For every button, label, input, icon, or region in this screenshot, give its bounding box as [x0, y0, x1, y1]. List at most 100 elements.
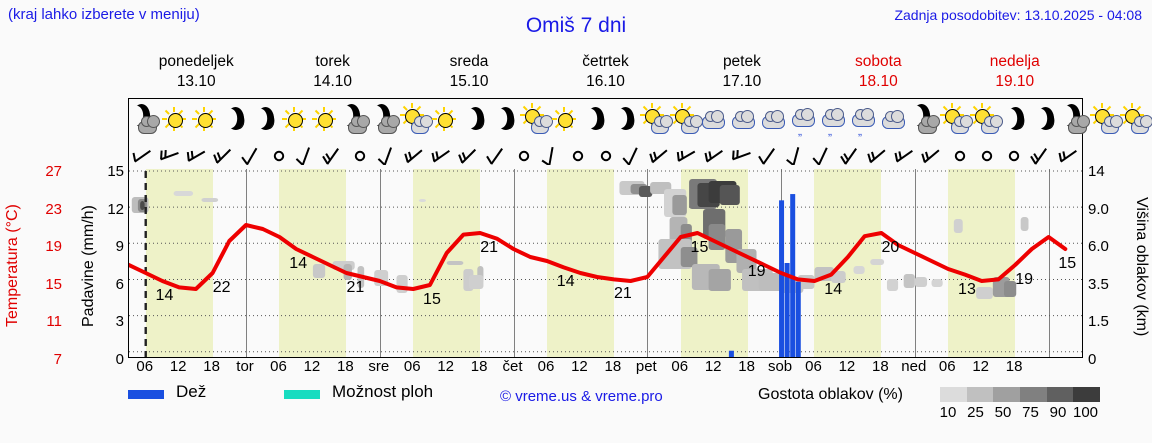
- temperature-min-label: 14: [824, 280, 843, 298]
- x-axis-tick-label: 18: [203, 358, 220, 375]
- x-axis-tick-label: pet: [635, 358, 657, 375]
- weather-icon-cell: [909, 99, 940, 139]
- temperature-min-label: 14: [556, 273, 575, 291]
- legend-showers-swatch: [284, 390, 320, 399]
- day-date: 17.10: [722, 73, 762, 90]
- day-header-petek: petek 17.10: [674, 52, 810, 96]
- cloud-density-blob: [173, 191, 194, 196]
- x-axis-tick-label: 18: [337, 358, 354, 375]
- wind-barb-cell: [973, 139, 1000, 169]
- cloud-icon: [699, 104, 729, 134]
- day-date: 13.10: [176, 73, 216, 90]
- cloud-icon: [759, 104, 789, 134]
- weather-icon-cell: [159, 99, 189, 139]
- cloud-icon: [729, 104, 759, 134]
- day-name: sreda: [449, 53, 489, 70]
- rain-drops-icon: „: [828, 124, 833, 138]
- credit-link[interactable]: © vreme.us & vreme.pro: [500, 388, 663, 405]
- moon-icon: [459, 104, 489, 134]
- wind-barb-cell: [156, 139, 183, 169]
- cloud-density-value: 75: [1022, 404, 1039, 421]
- sun-icon: [279, 104, 309, 134]
- sun-cloud-icon: [969, 103, 1003, 134]
- cloud-density-blob: [1020, 217, 1029, 231]
- wind-barb-cell: [592, 139, 619, 169]
- wind-barb-icon: [921, 149, 940, 164]
- day-separator-line: [379, 169, 381, 357]
- x-axis-tick-label: 06: [671, 358, 689, 375]
- sun-icon: [189, 104, 219, 134]
- moon-icon: [609, 104, 639, 134]
- wind-barb-icon: [355, 150, 366, 162]
- precipitation-tick: 9: [115, 238, 124, 255]
- cloud-density-swatch: [966, 387, 994, 402]
- precipitation-axis-ticks: 15 12 9 6 3 0: [100, 164, 124, 367]
- daylight-band: [145, 169, 213, 357]
- cloud-height-axis-ticks: 14 9.0 6.0 3.5 1.5 0: [1088, 164, 1128, 367]
- day-separator-line: [1048, 169, 1050, 357]
- weather-icon-cell: [669, 99, 703, 139]
- temperature-min-label: 13: [958, 280, 976, 298]
- x-axis-tick-label: sob: [767, 358, 793, 375]
- day-header-sreda: sreda 15.10: [401, 52, 537, 96]
- wind-barb-icon: [322, 148, 340, 165]
- wind-barb-icon: [213, 148, 232, 164]
- cloud-density-blob: [870, 259, 885, 265]
- x-axis-tick-label: 18: [872, 358, 889, 375]
- daylight-band: [546, 169, 614, 357]
- wind-barb-row: [129, 139, 1082, 169]
- day-date: 18.10: [858, 73, 898, 90]
- wind-barb-icon: [649, 149, 668, 164]
- wind-barb-cell: [483, 139, 510, 169]
- x-axis-tick-label: 18: [470, 358, 488, 375]
- day-name: ponedeljek: [158, 53, 234, 70]
- x-axis-tick-label: 12: [169, 358, 187, 375]
- day-header-nedelja: nedelja 19.10: [947, 52, 1083, 96]
- temperature-tick: 11: [46, 313, 62, 330]
- temperature-axis-ticks: 27 23 19 15 11 7: [26, 164, 62, 367]
- temperature-min-label: 15: [1058, 255, 1077, 272]
- wind-barb-cell: [783, 139, 810, 169]
- weather-icon-cell: [519, 99, 553, 139]
- sun-icon: [429, 104, 459, 134]
- precipitation-bar: [728, 350, 734, 357]
- precipitation-tick: 12: [107, 200, 124, 218]
- wind-barb-icon: [404, 149, 423, 164]
- wind-barb-icon: [600, 150, 611, 162]
- weather-icon-cell: [1029, 99, 1059, 139]
- x-axis-tick-label: 06: [938, 358, 956, 375]
- day-date: 15.10: [449, 73, 489, 90]
- x-axis-tick-label: 06: [403, 358, 421, 375]
- temperature-min-label: 15: [690, 239, 709, 256]
- cloud-density-blob: [903, 274, 915, 288]
- temperature-max-label: 21: [613, 285, 632, 303]
- cloud-density-blob: [1003, 281, 1017, 297]
- wind-barb-cell: [674, 139, 701, 169]
- day-header-strip: ponedeljek 13.10 torek 14.10 sreda 15.10 četrt…: [128, 52, 1083, 96]
- cloud-density-blob: [931, 279, 943, 287]
- cloud-density-blob: [708, 269, 731, 291]
- location-menu-note: (kraj lahko izberete v meniju): [8, 6, 200, 23]
- wind-barb-icon: [677, 150, 696, 162]
- precipitation-tick: 3: [115, 313, 124, 330]
- weather-icon-cell: [339, 99, 370, 139]
- sun-cloud-icon: [939, 103, 973, 134]
- wind-barb-icon: [812, 147, 829, 165]
- temperature-line: [129, 223, 1068, 291]
- legend-rain-swatch: [128, 390, 164, 399]
- weather-icon-cell: [759, 99, 789, 139]
- weather-icon-cell: „: [789, 99, 819, 139]
- temperature-max-label: 21: [346, 279, 365, 296]
- wind-barb-cell: [565, 139, 592, 169]
- wind-barb-icon: [541, 146, 554, 165]
- x-axis-tick-label: 18: [604, 358, 622, 375]
- temperature-max-label: 19: [1015, 271, 1034, 288]
- day-header-ponedeljek: ponedeljek 13.10: [128, 52, 264, 96]
- cloud-height-axis-title: Višina oblakov (km): [1133, 197, 1150, 337]
- wind-barb-cell: [429, 139, 456, 169]
- sun-cloud-icon: [399, 103, 433, 134]
- rain-drops-icon: „: [858, 124, 863, 138]
- cloud-density-blob: [140, 201, 145, 210]
- wind-barb-icon: [786, 147, 800, 165]
- weather-icon-cell: [549, 99, 579, 139]
